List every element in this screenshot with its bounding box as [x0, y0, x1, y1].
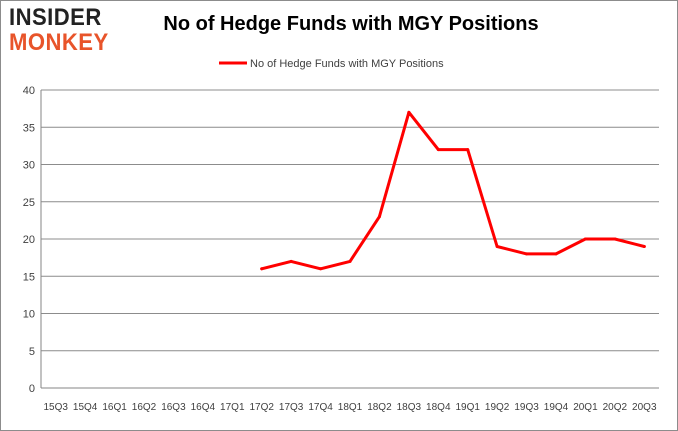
y-tick-label: 15	[23, 271, 35, 283]
x-tick-label: 16Q1	[102, 402, 127, 413]
x-tick-label: 17Q4	[308, 402, 333, 413]
x-tick-label: 20Q2	[603, 402, 628, 413]
data-point	[260, 267, 264, 271]
logo-line-2: MONKEY	[9, 29, 109, 56]
data-point	[583, 237, 587, 241]
y-tick-label: 5	[29, 346, 35, 358]
x-tick-label: 17Q2	[249, 402, 274, 413]
x-tick-labels: 15Q3 15Q4 16Q1 16Q2 16Q3 16Q4 17Q1 17Q2 17Q3 17Q4…	[43, 402, 656, 413]
y-tick-label: 40	[23, 85, 35, 97]
x-tick-label: 19Q3	[514, 402, 539, 413]
legend-label: No of Hedge Funds with MGY Positions	[250, 58, 444, 70]
data-point	[377, 215, 381, 219]
x-tick-label: 16Q3	[161, 402, 186, 413]
x-tick-label: 18Q1	[338, 402, 363, 413]
data-point	[348, 259, 352, 263]
x-tick-label: 18Q4	[426, 402, 451, 413]
data-point	[495, 244, 499, 248]
x-tick-label: 16Q2	[132, 402, 157, 413]
data-point	[407, 110, 411, 114]
x-tick-label: 18Q3	[397, 402, 422, 413]
x-tick-label: 19Q2	[485, 402, 510, 413]
x-tick-label: 16Q4	[191, 402, 216, 413]
x-tick-label: 17Q1	[220, 402, 245, 413]
series-line	[260, 110, 646, 271]
data-point	[613, 237, 617, 241]
x-tick-label: 19Q4	[544, 402, 569, 413]
insider-monkey-logo: INSIDER MONKEY	[9, 3, 127, 57]
y-tick-label: 25	[23, 197, 35, 209]
data-point	[642, 244, 646, 248]
logo-line-1: INSIDER	[9, 4, 102, 31]
y-tick-label: 35	[23, 122, 35, 134]
data-point	[319, 267, 323, 271]
x-tick-label: 20Q3	[632, 402, 657, 413]
y-tick-labels: 0 5 10 15 20 25 30 35 40	[23, 85, 35, 395]
x-tick-label: 15Q3	[43, 402, 68, 413]
x-tick-label: 19Q1	[455, 402, 480, 413]
data-point	[289, 259, 293, 263]
x-tick-label: 18Q2	[367, 402, 392, 413]
y-tick-label: 20	[23, 234, 35, 246]
x-tick-label: 15Q4	[73, 402, 98, 413]
y-tick-label: 0	[29, 383, 35, 395]
y-tick-label: 10	[23, 309, 35, 321]
x-tick-label: 20Q1	[573, 402, 598, 413]
series-group	[260, 110, 646, 271]
y-tick-label: 30	[23, 160, 35, 172]
data-point	[525, 252, 529, 256]
data-point	[466, 148, 470, 152]
x-tick-label: 17Q3	[279, 402, 304, 413]
legend: No of Hedge Funds with MGY Positions	[219, 58, 444, 70]
grid-lines	[41, 89, 659, 352]
axes	[40, 90, 659, 389]
data-point	[554, 252, 558, 256]
data-point	[436, 148, 440, 152]
chart-title: No of Hedge Funds with MGY Positions	[163, 13, 539, 35]
